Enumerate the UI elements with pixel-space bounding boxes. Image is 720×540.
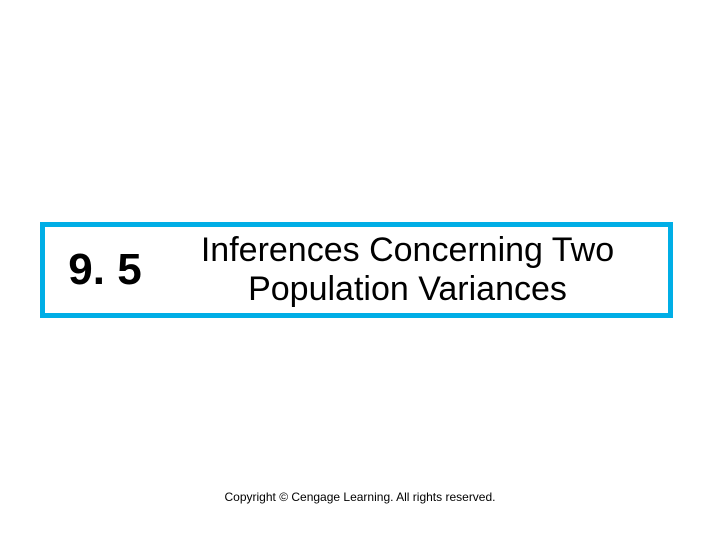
- copyright-text: Copyright © Cengage Learning. All rights…: [0, 490, 720, 504]
- section-title: Inferences Concerning Two Population Var…: [155, 231, 660, 309]
- section-title-line1: Inferences Concerning Two: [201, 231, 614, 269]
- title-box: 9. 5 Inferences Concerning Two Populatio…: [40, 222, 673, 318]
- section-number: 9. 5: [55, 245, 155, 295]
- section-title-line2: Population Variances: [248, 270, 567, 308]
